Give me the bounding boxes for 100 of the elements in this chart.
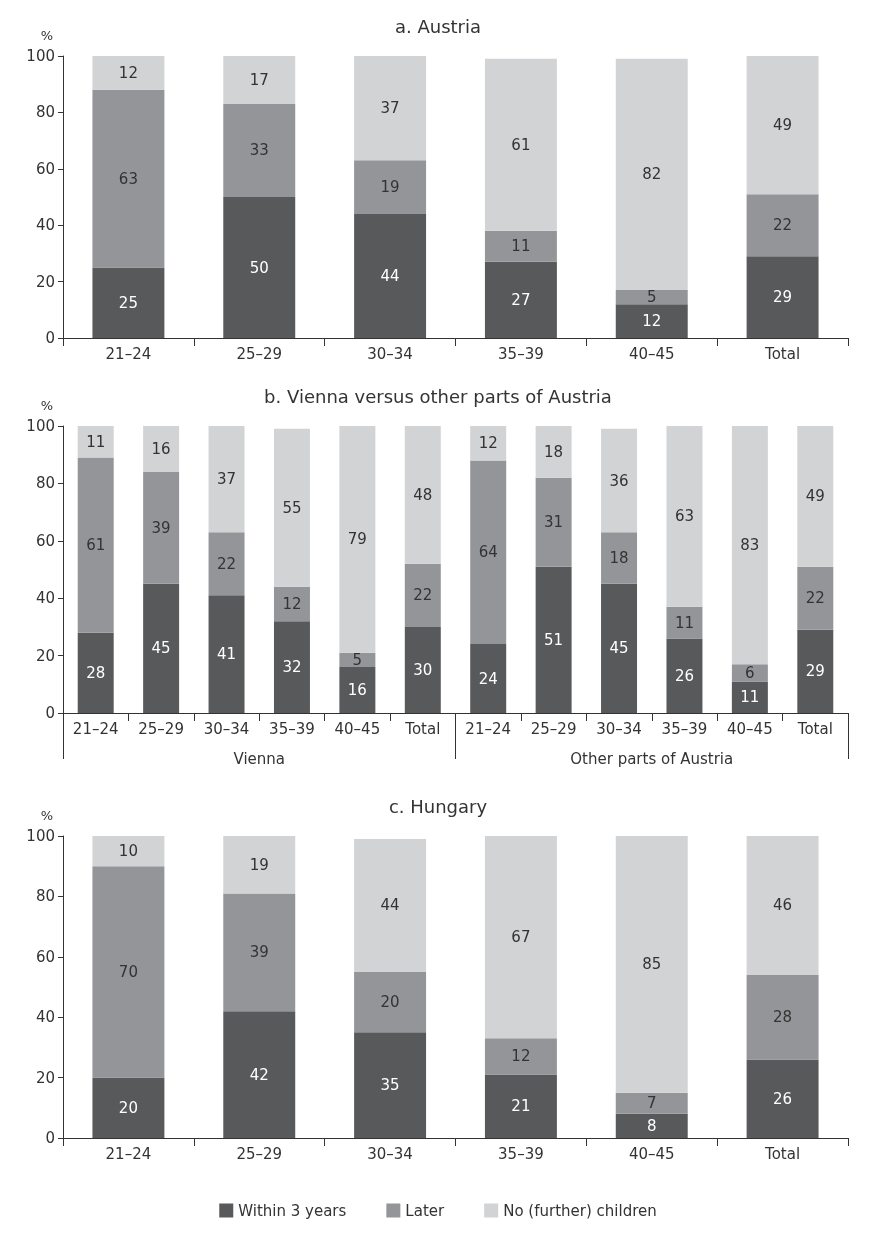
bar (92, 836, 165, 867)
bar (92, 267, 165, 338)
bar (273, 586, 310, 622)
data-label: 17 (249, 70, 269, 89)
chart-title: c. Hungary (388, 795, 488, 817)
data-label: 22 (216, 554, 237, 573)
data-label: 82 (642, 165, 662, 184)
x-tick-label: Total (764, 344, 801, 363)
bar (354, 213, 427, 338)
data-label: 12 (511, 1047, 531, 1066)
bar (615, 836, 688, 1093)
y-tick-label: 80 (35, 887, 55, 906)
data-label: 45 (151, 639, 171, 658)
y-tick-label: 100 (26, 417, 55, 435)
x-tick-label: 40–45 (628, 1144, 675, 1163)
x-tick-label: Total (404, 719, 441, 738)
bar (273, 621, 310, 713)
x-tick-label: 30–34 (367, 1144, 413, 1163)
bar (208, 426, 245, 533)
y-tick-label: 0 (45, 704, 55, 722)
x-tick-label: 21–24 (105, 1144, 152, 1163)
y-tick-label: 40 (35, 589, 55, 608)
x-tick-label: Total (764, 1144, 801, 1163)
y-tick-label: 40 (35, 1008, 55, 1027)
bar (339, 426, 376, 653)
data-label: 12 (118, 63, 138, 82)
bar (797, 629, 834, 713)
y-tick-label: 60 (35, 159, 55, 178)
data-label: 28 (773, 1008, 793, 1027)
bar (208, 532, 245, 596)
bar (354, 160, 427, 214)
data-label: 85 (642, 955, 662, 974)
bar (470, 644, 507, 713)
data-label: 12 (478, 434, 498, 453)
data-label: 11 (740, 688, 760, 707)
data-label: 19 (249, 855, 269, 874)
bar (601, 583, 638, 713)
x-tick-label: 25–29 (236, 344, 283, 363)
bar (615, 58, 688, 291)
legend-label: Within 3 years (238, 1201, 347, 1220)
bar (339, 667, 376, 713)
bar (746, 1059, 819, 1138)
x-tick-label: 35–39 (498, 344, 544, 363)
data-label: 16 (347, 681, 367, 700)
x-tick-label: 21–24 (465, 719, 512, 738)
bar (273, 428, 310, 587)
bar (746, 56, 819, 195)
data-label: 26 (773, 1089, 793, 1108)
data-label: 70 (118, 962, 138, 981)
data-label: 83 (740, 536, 760, 555)
bar (615, 290, 688, 305)
bar (731, 681, 768, 713)
data-label: 29 (805, 662, 825, 681)
y-tick-label: 100 (26, 827, 55, 845)
y-axis-title: % (40, 808, 53, 823)
data-label: 55 (282, 498, 302, 517)
data-label: 20 (118, 1098, 138, 1117)
y-tick-label: 0 (45, 329, 55, 347)
bar (484, 58, 557, 231)
bar (223, 56, 296, 104)
bar (143, 583, 180, 713)
x-tick-label: 25–29 (530, 719, 577, 738)
x-tick-label: 40–45 (727, 719, 773, 738)
data-label: 5 (352, 650, 363, 669)
bar (223, 1011, 296, 1138)
bar (601, 532, 638, 584)
bar (77, 426, 114, 458)
data-label: 32 (282, 658, 302, 677)
x-tick-label: 35–39 (661, 719, 708, 738)
x-tick-label: Total (796, 719, 833, 738)
bar (746, 836, 819, 975)
data-label: 63 (674, 507, 695, 526)
bar (208, 595, 245, 713)
data-label: 79 (347, 530, 367, 549)
y-tick-label: 80 (35, 474, 55, 493)
data-label: 48 (413, 485, 433, 504)
bar (92, 89, 165, 268)
data-label: 26 (674, 666, 695, 685)
data-label: 39 (151, 518, 171, 537)
data-label: 28 (86, 663, 106, 682)
data-label: 22 (413, 586, 433, 605)
bar (92, 866, 165, 1078)
bar (404, 426, 441, 564)
bar (223, 103, 296, 197)
y-tick-label: 40 (35, 216, 55, 235)
bar (92, 1077, 165, 1138)
bar (470, 426, 507, 461)
data-label: 61 (86, 536, 106, 555)
bar (484, 261, 557, 338)
x-tick-label: 40–45 (628, 344, 675, 363)
x-tick-label: 40–45 (334, 719, 381, 738)
bar (92, 56, 165, 90)
data-label: 12 (282, 594, 302, 613)
data-label: 6 (745, 663, 755, 682)
bar (223, 893, 296, 1012)
data-label: 50 (249, 258, 269, 277)
data-label: 37 (380, 99, 400, 118)
bar (746, 256, 819, 338)
bar (77, 632, 114, 713)
data-label: 64 (478, 543, 498, 562)
